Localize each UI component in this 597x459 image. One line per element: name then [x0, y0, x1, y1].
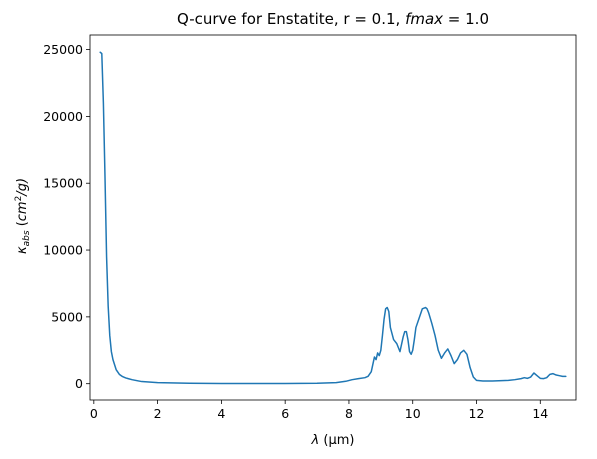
y-tick-label: 10000: [43, 243, 83, 258]
y-tick-label: 25000: [43, 42, 83, 57]
y-axis-ticks: 0 5000 10000 15000 20000 25000: [43, 42, 90, 391]
y-axis-label-unit-cm: cm: [15, 201, 30, 221]
axes-frame: [89, 34, 577, 401]
y-tick-label: 0: [75, 376, 83, 391]
x-tick-label: 0: [90, 406, 98, 421]
x-tick-label: 12: [469, 406, 485, 421]
y-axis-label: κabs (cm2/g): [14, 178, 32, 254]
y-tick-label: 20000: [43, 109, 83, 124]
y-tick-label: 5000: [51, 309, 83, 324]
x-axis-label-lambda: λ: [311, 433, 320, 448]
chart-title-suffix: = 1.0: [443, 10, 489, 28]
series-line: [99, 51, 567, 385]
x-axis-ticks: 0 2 4 6 8 10 12 14: [90, 400, 548, 421]
x-axis-label-unit: (μm): [319, 433, 354, 448]
plot-area: [89, 34, 577, 401]
y-tick-label: 15000: [43, 176, 83, 191]
y-axis-label-sub: abs: [22, 230, 32, 246]
x-tick-label: 2: [154, 406, 162, 421]
chart-title: Q-curve for Enstatite, r = 0.1, fmax = 1…: [177, 10, 489, 28]
x-tick-label: 4: [217, 406, 225, 421]
x-tick-label: 10: [405, 406, 421, 421]
x-tick-label: 14: [532, 406, 548, 421]
y-axis-label-unit-sup: 2: [14, 196, 24, 202]
x-axis-label: λ (μm): [311, 433, 355, 448]
x-tick-label: 6: [281, 406, 289, 421]
y-axis-label-unit-open: (: [15, 221, 30, 230]
x-tick-label: 8: [345, 406, 353, 421]
y-axis-label-kappa: κ: [15, 246, 30, 254]
chart-title-italic: fmax: [405, 10, 443, 28]
y-axis-label-unit-rest: /g): [15, 178, 30, 197]
chart-title-prefix: Q-curve for Enstatite, r = 0.1,: [177, 10, 405, 28]
